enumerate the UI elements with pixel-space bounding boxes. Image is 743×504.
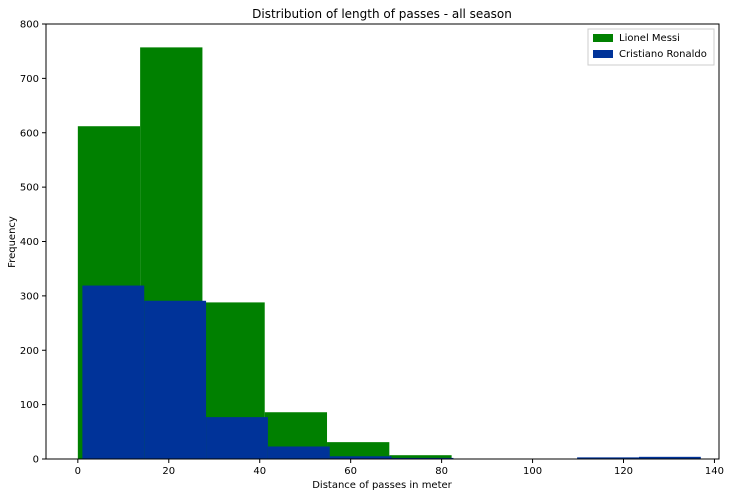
y-axis-ticks: 0 100 200 300 400 500 600 700 800: [20, 20, 46, 466]
series-ronaldo: [82, 285, 701, 459]
y-axis-label: Frequency: [7, 216, 18, 268]
x-tick-label: 140: [705, 466, 724, 477]
y-tick-label: 500: [20, 183, 39, 194]
histogram-bar: [391, 457, 454, 459]
series-messi: [77, 47, 452, 459]
y-tick-label: 0: [33, 455, 39, 466]
x-axis-ticks: 0 20 40 60 80 100 120 140: [75, 459, 724, 477]
legend-label-ronaldo: Cristiano Ronaldo: [619, 49, 707, 60]
x-tick-label: 0: [75, 466, 81, 477]
x-tick-label: 40: [253, 466, 266, 477]
x-tick-label: 80: [435, 466, 448, 477]
x-tick-label: 120: [614, 466, 633, 477]
legend-swatch-ronaldo: [593, 50, 613, 58]
x-axis-label: Distance of passes in meter: [312, 480, 452, 491]
histogram-bar: [144, 300, 207, 459]
histogram-bar: [389, 455, 452, 459]
histogram-bar: [82, 285, 145, 459]
histogram-bar: [638, 456, 701, 459]
y-tick-label: 100: [20, 400, 39, 411]
x-tick-label: 100: [523, 466, 542, 477]
bars-layer: [77, 47, 701, 459]
legend-swatch-messi: [593, 34, 613, 42]
legend: Lionel Messi Cristiano Ronaldo: [587, 28, 715, 66]
histogram-bar: [577, 457, 639, 459]
x-tick-label: 20: [162, 466, 175, 477]
y-tick-label: 300: [20, 291, 39, 302]
histogram-bar: [206, 417, 268, 459]
y-tick-label: 600: [20, 128, 39, 139]
x-tick-label: 60: [344, 466, 357, 477]
histogram-bar: [329, 456, 392, 459]
legend-label-messi: Lionel Messi: [619, 33, 680, 44]
y-tick-label: 800: [20, 20, 39, 31]
chart-title: Distribution of length of passes - all s…: [252, 7, 512, 21]
y-tick-label: 400: [20, 237, 39, 248]
y-tick-label: 200: [20, 346, 39, 357]
histogram-bar: [267, 446, 330, 459]
y-tick-label: 700: [20, 74, 39, 85]
histogram-bar: [327, 442, 390, 459]
